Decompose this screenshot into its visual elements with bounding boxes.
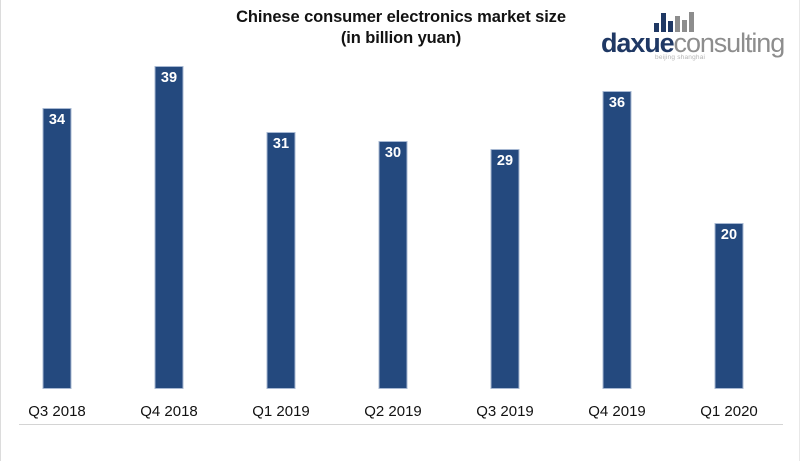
bar-value-label: 29: [496, 152, 514, 169]
bar-group: 34 Q3 2018: [1, 0, 113, 420]
bar-value-label: 36: [608, 95, 626, 112]
bar[interactable]: 34: [42, 107, 72, 389]
bar[interactable]: 29: [490, 148, 520, 389]
bar-group: 36 Q4 2019: [561, 0, 673, 420]
x-axis-category-label: Q3 2018: [28, 403, 86, 420]
plot-area: 34 Q3 2018 39 Q4 2018 31 Q1 2019 30 Q2 2019 29 Q3…: [1, 0, 799, 425]
x-axis-category-label: Q1 2020: [700, 403, 758, 420]
chart-title-line-2: (in billion yuan): [340, 29, 462, 47]
bar-value-label: 20: [720, 227, 738, 244]
bar-group: 30 Q2 2019: [337, 0, 449, 420]
bar-value-label: 30: [384, 144, 402, 161]
x-axis-category-label: Q1 2019: [252, 403, 310, 420]
x-axis-category-label: Q4 2019: [588, 403, 646, 420]
bar[interactable]: 39: [154, 66, 184, 389]
x-axis-category-label: Q4 2018: [140, 403, 198, 420]
bar-group: 29 Q3 2019: [449, 0, 561, 420]
chart-title-line-1: Chinese consumer electronics market size: [236, 8, 566, 26]
logo-name-primary: daxue: [601, 28, 675, 58]
x-axis-category-label: Q2 2019: [364, 403, 422, 420]
x-axis-category-label: Q3 2019: [476, 403, 534, 420]
bar-chart-logo-icon: [654, 12, 694, 32]
bar[interactable]: 36: [602, 91, 632, 389]
bar-group: 39 Q4 2018: [113, 0, 225, 420]
x-axis-line: [19, 424, 783, 425]
logo-wordmark: daxueconsulting: [601, 28, 786, 58]
logo-name-secondary: consulting: [673, 28, 786, 58]
bar-value-label: 39: [160, 70, 178, 87]
chart-title: Chinese consumer electronics market size…: [1, 7, 799, 49]
daxue-consulting-logo: daxueconsulting beijing shanghai: [599, 12, 791, 61]
bar-value-label: 31: [272, 136, 290, 153]
bar[interactable]: 30: [378, 140, 408, 389]
bar[interactable]: 20: [714, 223, 744, 389]
bar[interactable]: 31: [266, 132, 296, 389]
bar-value-label: 34: [48, 111, 66, 128]
bar-group: 31 Q1 2019: [225, 0, 337, 420]
logo-tagline: beijing shanghai: [655, 54, 706, 61]
bar-group: 20 Q1 2020: [673, 0, 785, 420]
